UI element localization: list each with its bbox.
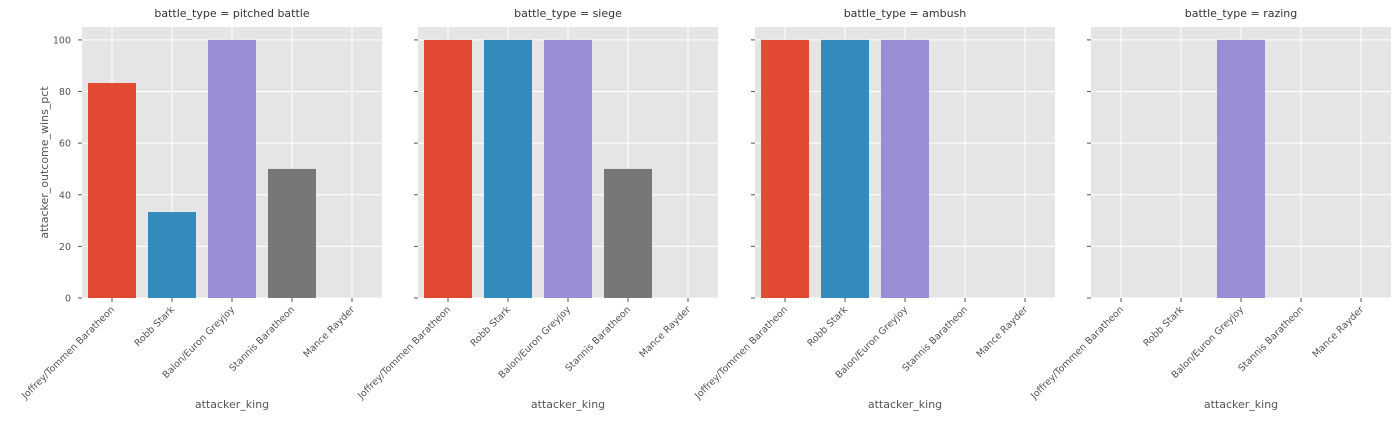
x-tick-label: Joffrey/Tommen Baratheon xyxy=(355,304,453,402)
y-tick-label: 0 xyxy=(65,294,71,305)
x-tick-label: Mance Rayder xyxy=(301,304,357,360)
x-tick-label: Mance Rayder xyxy=(974,304,1030,360)
bar-joffrey-tommen-baratheon xyxy=(88,83,136,298)
y-tick-label: 40 xyxy=(59,190,71,201)
y-axis-label: attacker_outcome_wins_pct xyxy=(38,86,51,239)
x-tick-label: Mance Rayder xyxy=(1310,304,1366,360)
bar-robb-stark xyxy=(148,212,196,298)
x-axis-label: attacker_king xyxy=(531,398,605,411)
bar-joffrey-tommen-baratheon xyxy=(424,39,472,299)
y-tick-label: 100 xyxy=(53,35,71,46)
x-tick-label: Mance Rayder xyxy=(637,304,693,360)
x-tick-label: Joffrey/Tommen Baratheon xyxy=(692,304,790,402)
facet-panel-1: Joffrey/Tommen Baratheon Robb StarkBalon/… xyxy=(355,7,718,411)
x-tick-label: Joffrey/Tommen Baratheon xyxy=(19,304,117,402)
x-tick-label: Robb Stark xyxy=(806,304,851,349)
bar-joffrey-tommen-baratheon xyxy=(761,39,809,299)
x-axis-label: attacker_king xyxy=(868,398,942,411)
bar-stannis-baratheon xyxy=(604,168,652,298)
x-tick-label: Robb Stark xyxy=(133,304,178,349)
x-axis-label: attacker_king xyxy=(195,398,269,411)
facet-title: battle_type = razing xyxy=(1185,7,1298,20)
bar-balon-euron-greyjoy xyxy=(544,39,592,299)
y-tick-label: 80 xyxy=(59,87,71,98)
x-tick-label: Stannis Baratheon xyxy=(900,304,970,374)
bar-balon-euron-greyjoy xyxy=(1217,39,1265,299)
bar-balon-euron-greyjoy xyxy=(208,39,256,299)
bar-balon-euron-greyjoy xyxy=(881,39,929,299)
facet-title: battle_type = pitched battle xyxy=(154,7,309,20)
bar-stannis-baratheon xyxy=(268,168,316,298)
x-tick-label: Robb Stark xyxy=(1142,304,1187,349)
bar-robb-stark xyxy=(821,39,869,299)
facet-title: battle_type = ambush xyxy=(844,7,967,20)
y-tick-label: 60 xyxy=(59,139,71,150)
y-tick-label: 20 xyxy=(59,242,71,253)
x-tick-label: Stannis Baratheon xyxy=(563,304,633,374)
x-tick-label: Stannis Baratheon xyxy=(227,304,297,374)
facet-title: battle_type = siege xyxy=(514,7,622,20)
facet-panel-2: Joffrey/Tommen Baratheon Robb StarkBalon/… xyxy=(692,7,1055,411)
facet-panel-3: Joffrey/Tommen Baratheon Robb StarkBalon/… xyxy=(1028,7,1391,411)
bar-robb-stark xyxy=(484,39,532,299)
x-tick-label: Robb Stark xyxy=(469,304,514,349)
facet-panel-0: 0 20 40 60 80 100 Joffrey/Tommen Baratheon Robb… xyxy=(19,7,382,411)
x-tick-label: Joffrey/Tommen Baratheon xyxy=(1028,304,1126,402)
x-tick-label: Stannis Baratheon xyxy=(1236,304,1306,374)
x-axis-label: attacker_king xyxy=(1204,398,1278,411)
